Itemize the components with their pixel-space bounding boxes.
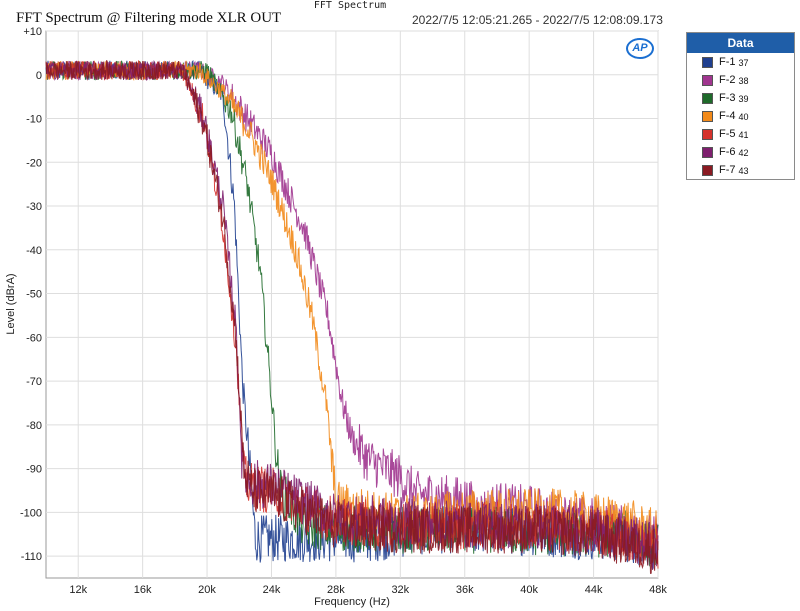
legend-title: Data: [687, 33, 794, 53]
y-tick-label: -60: [26, 332, 42, 344]
legend-item-id: 37: [738, 58, 749, 68]
legend-swatch: [702, 74, 713, 86]
x-tick-label: 32k: [391, 584, 409, 596]
y-tick-label: -100: [20, 507, 42, 519]
legend-swatch: [702, 110, 713, 122]
y-axis-label: Level (dBrA): [5, 273, 17, 334]
y-tick-label: -110: [21, 551, 42, 563]
x-tick-label: 28k: [327, 584, 345, 596]
x-tick-label: 20k: [198, 584, 216, 596]
legend-swatch: [702, 56, 713, 68]
legend-item-f-6[interactable]: F-6 42: [687, 143, 794, 161]
legend-item-name: F-1: [719, 56, 736, 68]
legend-item-id: 39: [738, 94, 749, 104]
legend-item-name: F-5: [719, 128, 736, 140]
legend-item-name: F-6: [719, 146, 736, 158]
graph-title: FFT Spectrum @ Filtering mode XLR OUT: [16, 10, 282, 26]
legend-items: F-1 37 F-2 38 F-3 39 F-4 40 F-5 41 F-6 42 F-7 43: [687, 53, 794, 179]
legend-item-id: 38: [738, 76, 749, 86]
x-tick-label: 24k: [263, 584, 281, 596]
legend-swatch: [702, 92, 713, 104]
y-tick-label: 0: [36, 70, 42, 82]
x-tick-label: 48k: [649, 584, 667, 596]
legend-swatch: [702, 146, 713, 158]
ap-logo-icon: AP: [626, 38, 654, 59]
window-title: FFT Spectrum: [313, 0, 387, 11]
grid: [46, 30, 659, 578]
y-tick-label: -80: [26, 420, 42, 432]
y-tick-label: -40: [26, 245, 42, 257]
x-tick-label: 36k: [456, 584, 474, 596]
x-tick-label: 44k: [585, 584, 603, 596]
legend-item-f-3[interactable]: F-3 39: [687, 89, 794, 107]
legend-item-f-1[interactable]: F-1 37: [687, 53, 794, 71]
y-tick-label: -70: [26, 376, 42, 388]
legend-item-name: F-7: [719, 164, 736, 176]
y-tick-label: -20: [26, 157, 42, 169]
legend-swatch: [702, 128, 713, 140]
legend-item-id: 40: [738, 112, 749, 122]
x-axis-label: Frequency (Hz): [314, 596, 390, 608]
legend-item-id: 42: [738, 148, 749, 158]
legend-item-id: 43: [738, 166, 749, 176]
y-tick-label: -30: [26, 201, 42, 213]
legend-item-name: F-2: [719, 74, 736, 86]
plot-area[interactable]: [45, 30, 659, 579]
x-tick-label: 12k: [69, 584, 87, 596]
x-tick-label: 40k: [520, 584, 538, 596]
y-tick-label: -10: [26, 114, 42, 126]
legend-item-f-7[interactable]: F-7 43: [687, 161, 794, 179]
y-tick-label: +10: [23, 26, 42, 38]
x-tick-labels: 12k 16k 20k 24k 28k 32k 36k 40k 44k 48k: [69, 584, 667, 596]
legend-item-name: F-4: [719, 110, 736, 122]
legend-swatch: [702, 164, 713, 176]
legend-item-id: 41: [738, 130, 749, 140]
legend-item-f-2[interactable]: F-2 38: [687, 71, 794, 89]
series-group: [45, 59, 659, 575]
y-tick-labels: +10 0 -10 -20 -30 -40 -50 -60 -70 -80 -90 -100 -110: [20, 26, 42, 563]
legend-panel[interactable]: Data F-1 37 F-2 38 F-3 39 F-4 40 F-5 41 F-6 42 F-7 43: [686, 32, 795, 180]
legend-item-f-5[interactable]: F-5 41: [687, 125, 794, 143]
y-tick-label: -90: [26, 464, 42, 476]
x-tick-label: 16k: [134, 584, 152, 596]
y-tick-label: -50: [26, 289, 42, 301]
series-line-f-7[interactable]: [45, 60, 659, 575]
legend-item-name: F-3: [719, 92, 736, 104]
legend-item-f-4[interactable]: F-4 40: [687, 107, 794, 125]
time-range: 2022/7/5 12:05:21.265 - 2022/7/5 12:08:0…: [412, 13, 663, 27]
